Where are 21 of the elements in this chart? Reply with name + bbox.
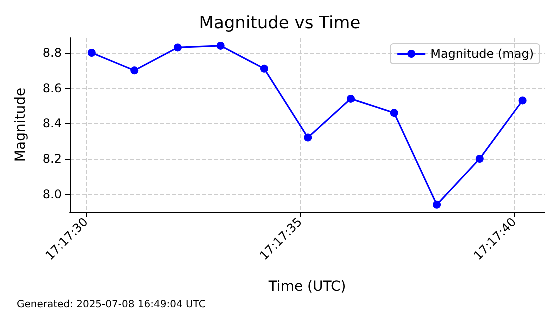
point — [347, 94, 355, 103]
x-axis-title: Time (UTC) — [268, 279, 346, 295]
text: Generated: 2025-07-08 16:49:04 UTC — [17, 300, 206, 310]
y-tick-label: 8.4 — [42, 116, 62, 131]
y-tick-label: 8.2 — [42, 152, 62, 166]
point — [433, 200, 442, 209]
point — [304, 134, 312, 142]
point — [518, 96, 527, 105]
y-tick-label: 8.0 — [42, 187, 62, 202]
point — [260, 64, 268, 73]
y-tick-label: 8.6 — [42, 81, 62, 96]
chart-title: Magnitude vs Time — [199, 14, 361, 34]
point — [88, 49, 96, 58]
y-tick-label: 8.8 — [42, 46, 62, 60]
point — [216, 42, 225, 50]
y-axis-title: Magnitude — [13, 88, 29, 162]
point — [476, 155, 484, 164]
point — [174, 44, 182, 52]
legend-label: Magnitude (mag) — [430, 47, 534, 61]
point — [390, 109, 398, 118]
point — [130, 66, 139, 75]
